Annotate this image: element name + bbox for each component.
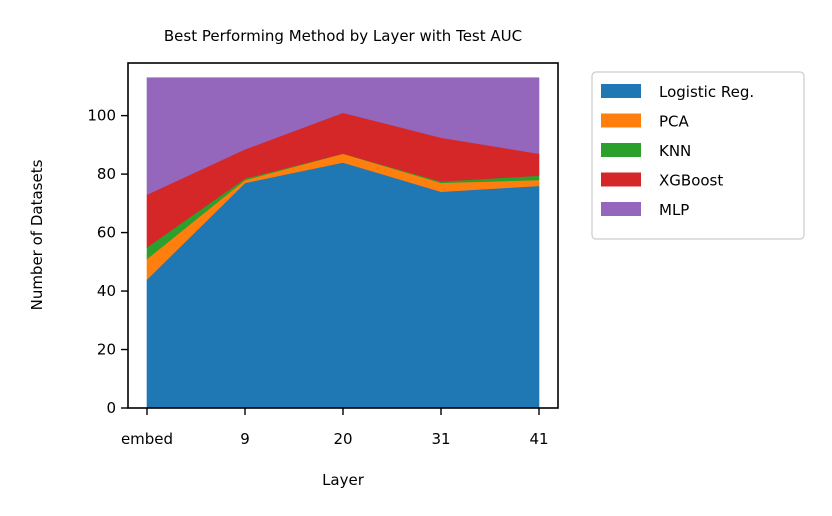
x-tick-label: 31 — [431, 430, 450, 448]
y-tick-label: 20 — [97, 341, 116, 359]
y-tick-label: 80 — [97, 165, 116, 183]
y-axis: 0 20 40 60 80 100 — [87, 107, 128, 417]
legend-label-mlp: MLP — [659, 201, 689, 219]
y-tick-label: 100 — [87, 107, 116, 125]
legend-swatch-pca — [601, 113, 641, 128]
legend-label-xgboost: XGBoost — [659, 172, 723, 190]
x-tick-label: embed — [121, 430, 173, 448]
x-tick-label: 41 — [529, 430, 548, 448]
legend-swatch-mlp — [601, 202, 641, 216]
legend-label-pca: PCA — [659, 113, 690, 131]
legend-label-logistic-reg: Logistic Reg. — [659, 83, 754, 101]
y-tick-label: 40 — [97, 282, 116, 300]
x-tick-label: 9 — [240, 430, 250, 448]
chart-title: Best Performing Method by Layer with Tes… — [164, 27, 522, 45]
legend-swatch-xgboost — [601, 172, 641, 187]
legend-frame — [591, 71, 805, 240]
x-tick-label: 20 — [333, 430, 352, 448]
legend-label-knn: KNN — [659, 142, 691, 160]
x-axis-label: Layer — [322, 471, 365, 489]
y-tick-label: 0 — [106, 399, 116, 417]
legend-swatch-logistic-reg — [601, 84, 641, 98]
y-tick-label: 60 — [97, 224, 116, 242]
area-layers — [146, 77, 540, 409]
y-axis-label: Number of Datasets — [28, 159, 46, 310]
area-mlp — [146, 77, 540, 196]
x-axis: embed 9 20 31 41 — [121, 408, 549, 448]
legend-swatch-knn — [601, 143, 641, 157]
legend: Logistic Reg. PCA KNN XGBoost MLP — [591, 71, 805, 240]
